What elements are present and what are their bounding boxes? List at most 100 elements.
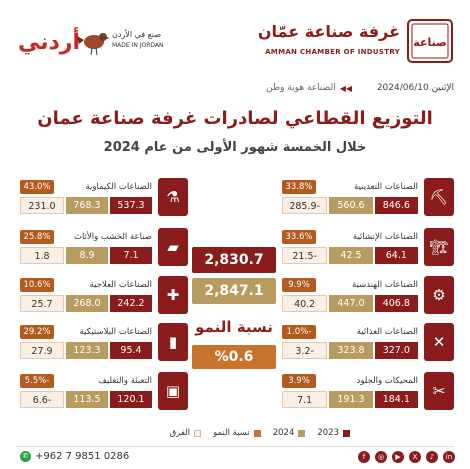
value-2023: 184.1: [374, 391, 418, 408]
subheadline: خلال الخمسة شهور الأولى من عام 2024: [103, 140, 367, 155]
value-2024: 768.3: [66, 197, 108, 214]
diff-value: 6.6-: [20, 391, 64, 408]
headline: التوزيع القطاعي لصادرات غرفة صناعة عمان: [37, 108, 433, 129]
growth-label: نسبة النمو: [195, 318, 273, 336]
gear-icon: ⚙: [424, 276, 454, 314]
phone-contact[interactable]: ✆ +962 7 9851 0286: [20, 451, 129, 462]
legend-swatch-2023: [343, 429, 350, 437]
tiktok-icon[interactable]: ♪: [426, 451, 438, 463]
value-2024: 8.9: [66, 247, 108, 264]
diff-value: 40.2: [282, 295, 328, 312]
legend-swatch-diff: [194, 429, 202, 437]
sewing-machine-icon: ✂: [424, 372, 454, 410]
sector-card-textiles: ✂ 3.9% المحيكات والجلود 7.1 191.3 184.1: [282, 372, 454, 410]
sector-card-mining: ⛏ 33.8% الصناعات التعدينية 285.9- 560.6 …: [282, 178, 454, 216]
total-2023: 2,830.7: [192, 247, 276, 273]
total-2024: 2,847.1: [192, 278, 276, 304]
sector-name: الصناعات التعدينية: [354, 182, 418, 192]
plastic-bottle-icon: ▮: [158, 323, 188, 361]
sector-name: الصناعات العلاجية: [89, 280, 152, 290]
phone-number: +962 7 9851 0286: [35, 451, 130, 462]
sector-card-plastics: 29.2% الصناعات البلاستيكية 27.9 123.3 95…: [16, 323, 188, 361]
social-links: f ◎ ▶ X ♪ in: [358, 451, 455, 463]
value-2024: 560.6: [329, 197, 373, 214]
mining-icon: ⛏: [424, 178, 454, 216]
value-2024: 113.5: [66, 391, 108, 408]
sector-card-wood: 25.8% صناعة الخشب والأثاث 1.8 8.9 7.1 ▰: [16, 228, 188, 266]
value-2023: 64.1: [374, 247, 418, 264]
value-2023: 327.0: [374, 342, 418, 359]
share-badge: 25.8%: [20, 230, 54, 244]
share-badge: 33.6%: [282, 230, 316, 244]
diff-value: 1.8: [20, 247, 64, 264]
share-badge: 9.9%: [282, 278, 316, 292]
chamber-logo: صناعة: [407, 19, 453, 63]
legend-item-2024: 2024: [273, 428, 306, 438]
growth-value: %0.6: [192, 345, 276, 369]
share-badge: 1.0%-: [282, 325, 316, 339]
flask-icon: ⚗: [158, 178, 188, 216]
value-2024: 123.3: [66, 342, 108, 359]
legend-item-2023: 2023: [317, 428, 350, 438]
chamber-name-english: AMMAN CHAMBER OF INDUSTRY: [265, 48, 400, 56]
sector-name: الصناعات الإنشائية: [352, 232, 418, 242]
urduni-logo: أردني: [18, 30, 81, 55]
made-in-jordan-english: MADE IN JORDAN: [112, 42, 164, 49]
value-2024: 323.8: [329, 342, 373, 359]
double-arrow-icon: ◀◀: [339, 83, 352, 93]
legend-swatch-growth: [253, 429, 261, 437]
linkedin-icon[interactable]: in: [443, 451, 455, 463]
date-label: الإثنين 2024/06/10: [376, 83, 454, 93]
legend-item-growth: نسبة النمو: [213, 428, 261, 438]
diff-value: 7.1: [282, 391, 328, 408]
chamber-name-arabic: غرفة صناعة عمّان: [257, 22, 400, 41]
slogan-text: الصناعة هوية وطن: [266, 83, 336, 93]
slogan: الصناعة هوية وطن ◀◀: [266, 83, 352, 93]
package-icon: ▣: [158, 372, 188, 410]
sector-name: الصناعات الكيماوية: [85, 182, 152, 192]
sector-card-pharma: 10.6% الصناعات العلاجية 25.7 268.0 242.2…: [16, 276, 188, 314]
sector-name: الصناعات الهندسية: [352, 280, 418, 290]
legend: 2023 2024 نسبة النمو الفرق: [170, 428, 350, 438]
sector-name: التعبئة والتغليف: [98, 376, 152, 386]
sector-card-chemical: 43.0% الصناعات الكيماوية 231.0 768.3 537…: [16, 178, 188, 216]
sector-name: المحيكات والجلود: [356, 376, 418, 386]
wood-saw-icon: ▰: [158, 228, 188, 266]
crane-icon: 🏗: [424, 228, 454, 266]
value-2023: 846.6: [374, 197, 418, 214]
value-2023: 537.3: [110, 197, 152, 214]
svg-text:صناعة: صناعة: [413, 36, 446, 49]
cutlery-icon: ✕: [424, 323, 454, 361]
value-2023: 7.1: [110, 247, 152, 264]
youtube-icon[interactable]: ▶: [392, 451, 404, 463]
sector-card-engineering: ⚙ 9.9% الصناعات الهندسية 40.2 447.0 406.…: [282, 276, 454, 314]
value-2024: 42.5: [329, 247, 373, 264]
footer-divider: [16, 446, 454, 447]
value-2023: 406.8: [374, 295, 418, 312]
share-badge: 10.6%: [20, 278, 54, 292]
share-badge: 33.8%: [282, 180, 316, 194]
sector-card-construction: 🏗 33.6% الصناعات الإنشائية 21.5- 42.5 64…: [282, 228, 454, 266]
value-2023: 242.2: [110, 295, 152, 312]
facebook-icon[interactable]: f: [358, 451, 370, 463]
value-2024: 191.3: [329, 391, 373, 408]
medicine-icon: ✚: [158, 276, 188, 314]
sector-card-packaging: 5.5%- التعبئة والتغليف 6.6- 113.5 120.1 …: [16, 372, 188, 410]
diff-value: 21.5-: [282, 247, 328, 264]
sector-card-food: ✕ 1.0%- الصناعات الغذائية 3.2- 323.8 327…: [282, 323, 454, 361]
sector-name: صناعة الخشب والأثاث: [73, 232, 152, 242]
instagram-icon[interactable]: ◎: [375, 451, 387, 463]
x-icon[interactable]: X: [409, 451, 421, 463]
value-2024: 447.0: [329, 295, 373, 312]
legend-item-diff: الفرق: [170, 428, 202, 438]
whatsapp-icon: ✆: [20, 451, 31, 462]
bird-icon: [77, 33, 110, 56]
share-badge: 29.2%: [20, 325, 54, 339]
diff-value: 285.9-: [282, 197, 328, 214]
value-2023: 95.4: [110, 342, 152, 359]
share-badge: 5.5%-: [20, 374, 54, 388]
share-badge: 43.0%: [20, 180, 54, 194]
sector-name: الصناعات الغذائية: [356, 327, 418, 337]
legend-swatch-2024: [298, 429, 306, 437]
diff-value: 25.7: [20, 295, 64, 312]
